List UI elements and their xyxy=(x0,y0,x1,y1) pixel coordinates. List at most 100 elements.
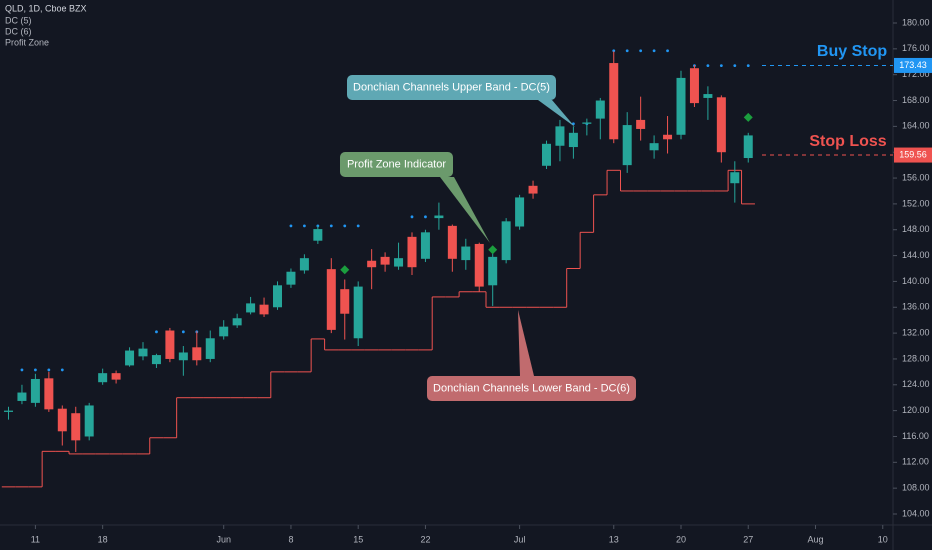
callout-box xyxy=(347,75,556,100)
y-tick-label: 172.00 xyxy=(902,69,930,79)
upper-band-dot xyxy=(181,330,185,334)
candle-body xyxy=(340,289,350,314)
y-tick-label: 140.00 xyxy=(902,276,930,286)
y-tick-label: 168.00 xyxy=(902,95,930,105)
y-tick-label: 144.00 xyxy=(902,250,930,260)
upper-band-dot xyxy=(289,224,293,228)
upper-band-dot xyxy=(410,215,414,219)
y-tick-label: 180.00 xyxy=(902,17,930,27)
upper-band-dot xyxy=(424,215,427,219)
candle-body xyxy=(568,132,578,148)
y-tick-label: 152.00 xyxy=(902,198,930,208)
candle-body xyxy=(542,143,551,166)
candle-body xyxy=(595,100,605,119)
upper-band-dot xyxy=(625,49,629,53)
upper-band-dot xyxy=(652,49,656,53)
candle-body xyxy=(246,303,256,313)
candle-body xyxy=(192,347,202,361)
y-tick-label: 104.00 xyxy=(902,508,930,518)
candle-body xyxy=(178,352,188,361)
y-tick-label: 132.00 xyxy=(902,327,930,337)
upper-band-dot xyxy=(612,49,616,53)
callout-pointer xyxy=(518,310,534,376)
legend-entry: Profit Zone xyxy=(5,37,49,47)
candle-body xyxy=(676,77,686,135)
upper-band-dot xyxy=(47,368,51,372)
candle-body xyxy=(716,97,726,153)
candle-body xyxy=(273,285,282,308)
candle-body xyxy=(30,378,40,403)
candle-body xyxy=(313,229,323,241)
candle-body xyxy=(609,63,619,140)
candle-body xyxy=(743,135,753,159)
x-tick-label: 13 xyxy=(609,534,619,544)
profit-zone-marker xyxy=(340,265,350,275)
candle-body xyxy=(515,197,525,227)
legend-entry: DC (5) xyxy=(5,15,32,25)
candle-body xyxy=(394,258,404,267)
y-tick-label: 112.00 xyxy=(902,457,929,467)
profit-zone-marker xyxy=(488,245,498,255)
candle-body xyxy=(44,378,54,410)
y-tick-label: 116.00 xyxy=(902,431,929,441)
x-tick-label: 15 xyxy=(353,534,363,544)
candle-body xyxy=(703,94,713,98)
plot: Buy Stop Stop Loss Donchian Channels Upper… xyxy=(1,43,893,488)
price-tag xyxy=(894,57,932,73)
x-tick-label: 22 xyxy=(420,534,430,544)
callout-text: Donchian Channels Lower Band - DC(6) xyxy=(433,382,630,394)
x-tick-label: 20 xyxy=(676,534,686,544)
candle-body xyxy=(353,286,363,339)
candle-body xyxy=(636,119,646,129)
x-tick-label: 18 xyxy=(98,534,108,544)
x-tick-label: Jul xyxy=(514,534,526,544)
price-tag-label: 159.56 xyxy=(899,149,927,159)
upper-band-dot xyxy=(356,224,360,228)
candle-body xyxy=(663,134,673,140)
candle-body xyxy=(461,246,471,261)
candle-body xyxy=(367,260,377,268)
upper-band-dot xyxy=(343,224,347,228)
upper-band-dot xyxy=(60,368,64,372)
candle-body xyxy=(326,269,336,330)
x-tick-label: Jun xyxy=(216,534,231,544)
level-label: Stop Loss xyxy=(809,133,886,150)
chart-title: QLD, 1D, Cboe BZX xyxy=(5,3,87,13)
candle-body xyxy=(286,271,296,285)
upper-band-dot xyxy=(155,330,158,334)
y-tick-label: 136.00 xyxy=(902,302,930,312)
candle-body xyxy=(84,405,94,437)
candle-body xyxy=(528,185,538,194)
x-tick-label: 10 xyxy=(878,534,888,544)
y-tick-label: 156.00 xyxy=(902,172,930,182)
x-tick-label: 8 xyxy=(288,534,293,544)
y-tick-label: 108.00 xyxy=(902,483,930,493)
y-tick-label: 148.00 xyxy=(902,224,930,234)
upper-band-dot xyxy=(746,64,750,68)
candle-body xyxy=(501,221,511,261)
callout-box xyxy=(427,376,636,401)
candle-body xyxy=(259,304,269,315)
callout-text: Donchian Channels Upper Band - DC(5) xyxy=(353,81,550,93)
upper-band-dot xyxy=(706,64,710,68)
candle-body xyxy=(57,408,67,432)
y-tick-label: 120.00 xyxy=(902,405,930,415)
upper-band-dot xyxy=(719,64,723,68)
candle-body xyxy=(730,172,740,184)
legend-entry: DC (6) xyxy=(5,26,32,36)
price-tag-label: 173.43 xyxy=(899,60,927,70)
candle-body xyxy=(4,410,13,412)
upper-band-dot xyxy=(303,224,306,228)
candle-body xyxy=(434,215,444,219)
upper-band-dot xyxy=(34,368,37,372)
candle-body xyxy=(649,143,659,151)
candle-body xyxy=(98,373,108,383)
upper-band-dot xyxy=(639,49,643,53)
candle-body xyxy=(420,232,430,259)
candle-body xyxy=(205,338,215,359)
upper-band-dot xyxy=(733,64,737,68)
candle-body xyxy=(474,243,484,287)
y-tick-label: 176.00 xyxy=(902,43,930,53)
callout-pointer xyxy=(440,177,490,243)
